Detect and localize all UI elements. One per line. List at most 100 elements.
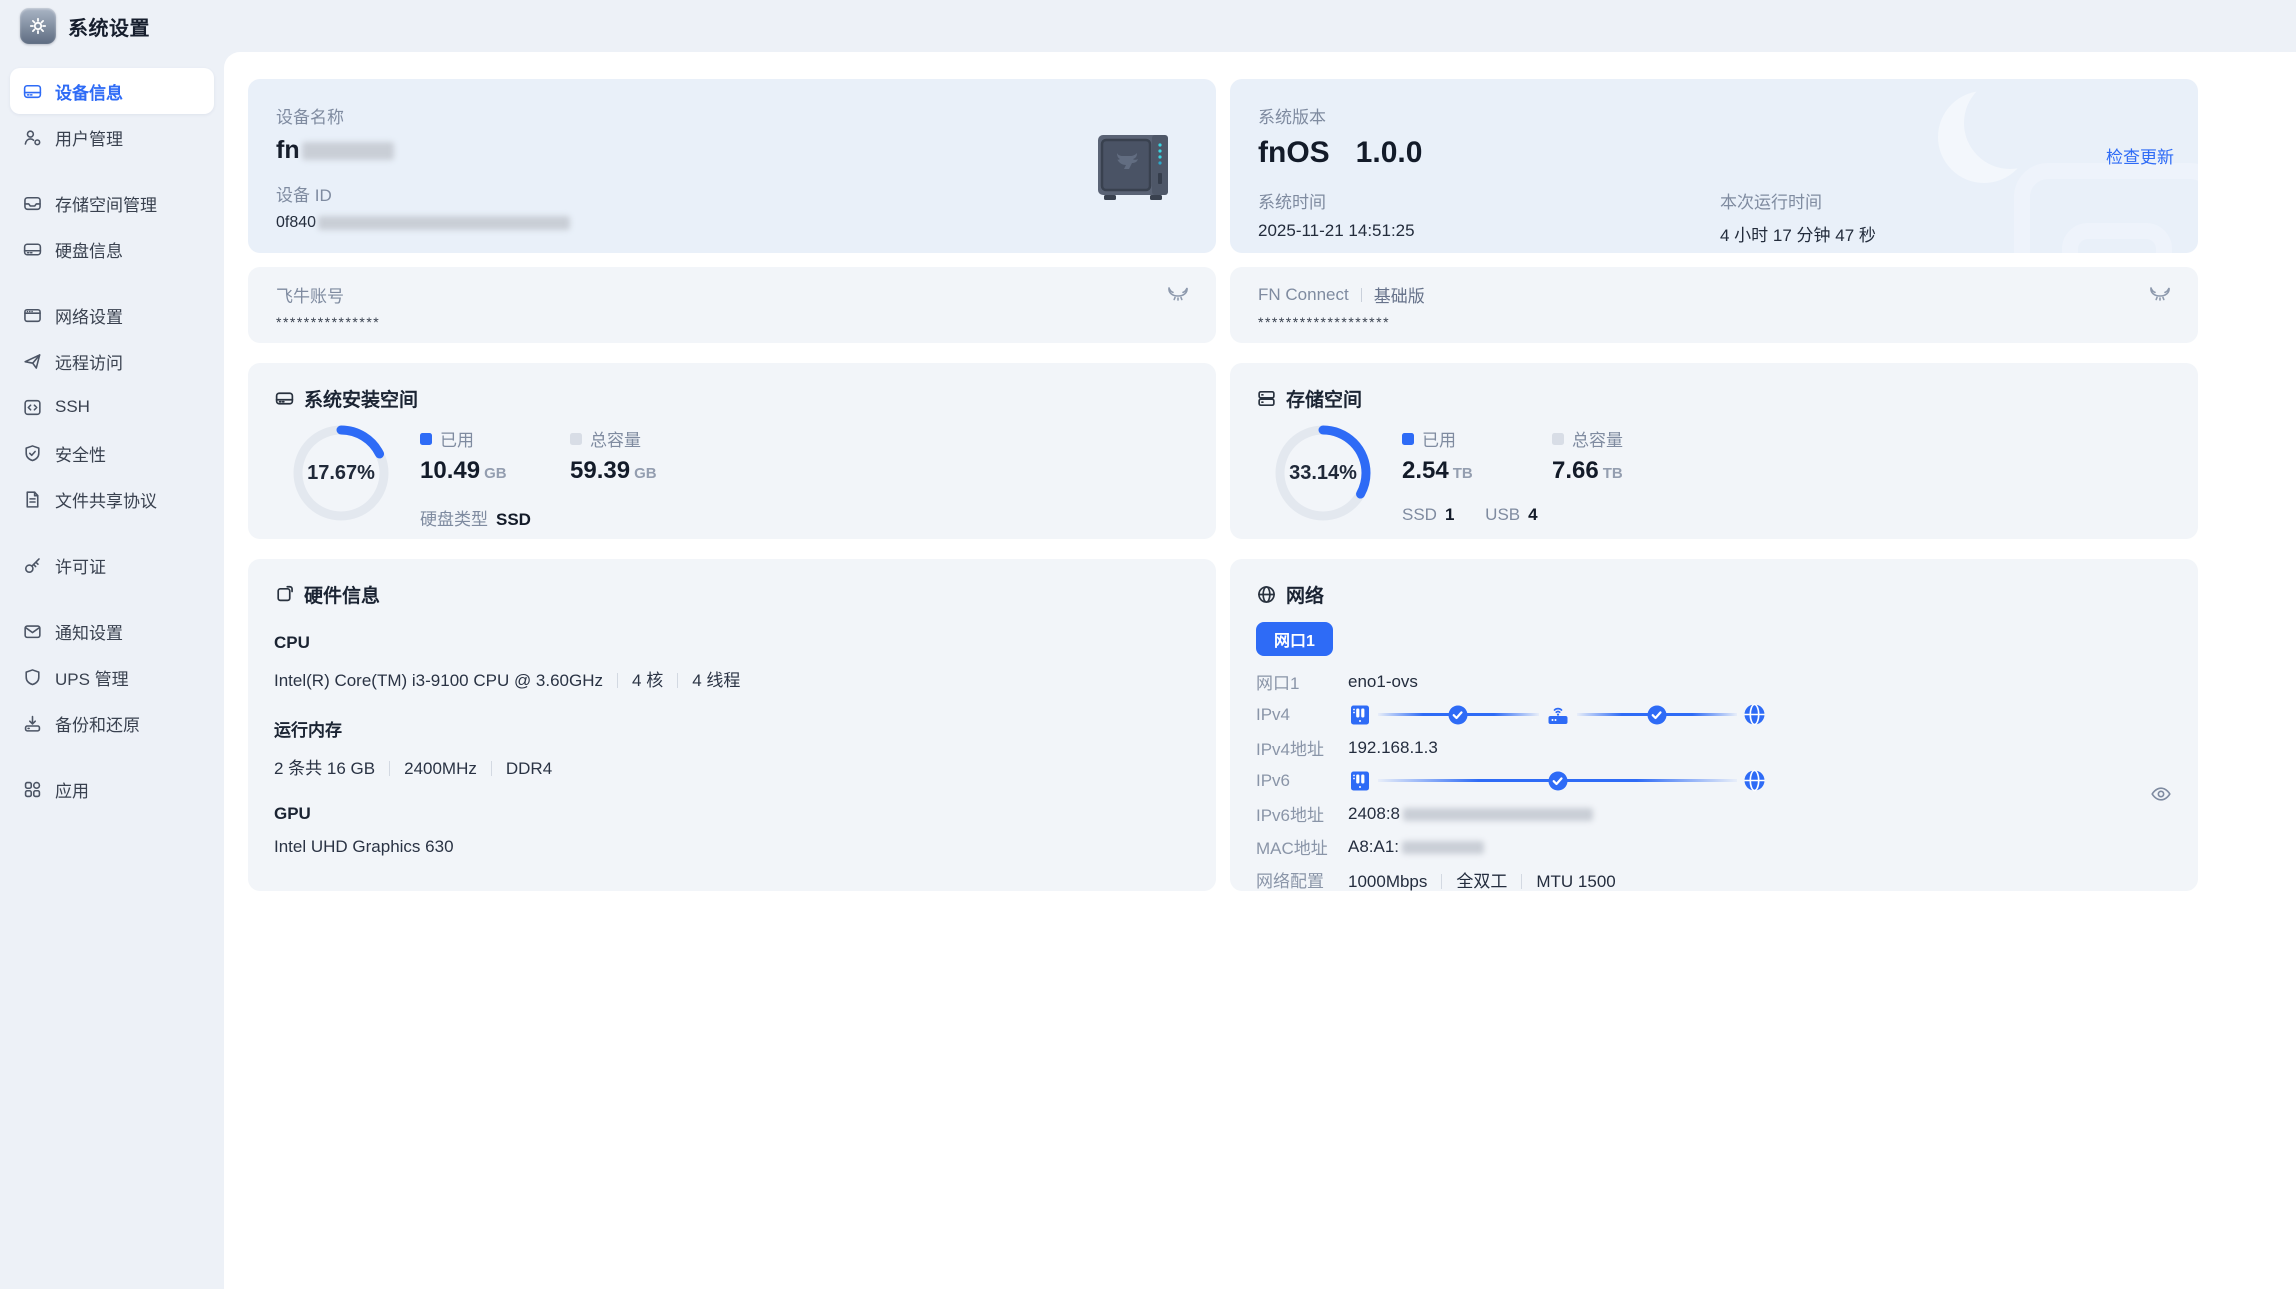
ram-value: 2 条共 16 GB 2400MHz DDR4 — [274, 759, 553, 778]
system-space-card: 系统安装空间 17.67% 已用 10.49 GB — [248, 363, 1216, 539]
link-segment — [1576, 705, 1737, 724]
fn-connect-tier: 基础版 — [1373, 287, 1425, 306]
storage-space-percent: 33.14% — [1289, 461, 1357, 484]
user-gear-icon — [24, 129, 41, 145]
sidebar-item-device-info[interactable]: 设备信息 — [10, 68, 214, 114]
nas-node-icon — [1351, 705, 1369, 724]
network-title: 网络 — [1286, 586, 1325, 607]
system-space-percent: 17.67% — [307, 461, 375, 484]
hard-drive-icon — [23, 242, 42, 256]
mac-address-value: A8:A1: — [1348, 837, 1485, 857]
network-window-icon — [24, 308, 41, 322]
sidebar-item-apps[interactable]: 应用 — [10, 766, 214, 812]
fn-account-card: 飞牛账号 *************** — [248, 267, 1216, 343]
code-box-icon — [24, 399, 41, 415]
sidebar-item-label: 设备信息 — [55, 83, 123, 103]
storage-space-card: 存储空间 33.14% 已用 2.54 TB — [1230, 363, 2198, 539]
bull-horns-icon — [2150, 287, 2170, 301]
total-label: 总容量 — [1572, 431, 1623, 450]
corner-decoration — [2014, 163, 2198, 253]
uptime-value: 4 小时 17 分钟 47 秒 — [1720, 226, 1876, 245]
sidebar-item-label: 许可证 — [55, 557, 106, 577]
gpu-value: Intel UHD Graphics 630 — [274, 837, 454, 856]
link-segment — [1378, 705, 1539, 724]
ipv4-label: IPv4 — [1256, 704, 1291, 724]
sidebar-item-user-management[interactable]: 用户管理 — [10, 114, 214, 160]
fn-account-masked-value: *************** — [276, 314, 381, 330]
device-name-label: 设备名称 — [276, 108, 344, 127]
sidebar-item-network-settings[interactable]: 网络设置 — [10, 292, 214, 338]
sidebar-item-license[interactable]: 许可证 — [10, 542, 214, 588]
sidebar-item-notifications[interactable]: 通知设置 — [10, 608, 214, 654]
sidebar-item-label: 远程访问 — [55, 353, 123, 373]
port-label: 网口1 — [1256, 674, 1300, 693]
sidebar-item-label: 安全性 — [55, 445, 106, 465]
network-config-label: 网络配置 — [1256, 872, 1324, 891]
nas-icon — [23, 84, 42, 98]
sidebar: 设备信息 用户管理 存储空间管理 硬盘信息 网络设置 远程访问 SSH 安全性 … — [0, 52, 224, 1289]
sidebar-item-label: 硬盘信息 — [55, 241, 123, 261]
device-id-label: 设备 ID — [276, 186, 332, 205]
device-id-value: 0f840 — [276, 214, 1188, 232]
sidebar-item-label: 文件共享协议 — [55, 491, 157, 511]
storage-inbox-icon — [24, 196, 41, 210]
ipv6-connection-diagram — [1348, 769, 1766, 793]
sidebar-item-file-sharing[interactable]: 文件共享协议 — [10, 476, 214, 522]
used-legend-swatch — [1402, 432, 1414, 445]
paper-plane-icon — [24, 353, 41, 369]
nas-node-icon — [1351, 771, 1369, 790]
ipv6-label: IPv6 — [1256, 770, 1291, 790]
storage-space-donut: 33.14% — [1272, 422, 1374, 524]
sidebar-item-storage-management[interactable]: 存储空间管理 — [10, 180, 214, 226]
corner-decoration — [2062, 223, 2172, 253]
sidebar-item-label: 存储空间管理 — [55, 195, 157, 215]
disk-type-value: SSD — [496, 510, 531, 529]
globe-icon — [1258, 586, 1275, 603]
disk-type-label: 硬盘类型 — [420, 510, 488, 529]
check-circle-icon — [1448, 705, 1468, 724]
used-label: 已用 — [440, 431, 474, 450]
sidebar-item-security[interactable]: 安全性 — [10, 430, 214, 476]
page-title: 系统设置 — [68, 17, 150, 40]
check-circle-icon — [1548, 771, 1567, 790]
internet-globe-icon — [1744, 703, 1765, 726]
ssd-count-value: 1 — [1444, 505, 1455, 524]
sidebar-item-label: 应用 — [55, 781, 89, 801]
ipv6-address-label: IPv6地址 — [1256, 806, 1325, 825]
total-legend-swatch — [570, 432, 582, 445]
system-space-title: 系统安装空间 — [304, 390, 419, 411]
sidebar-item-label: 用户管理 — [55, 129, 123, 149]
link-segment — [1378, 771, 1737, 790]
ipv4-address-value: 192.168.1.3 — [1348, 737, 1438, 757]
toggle-ipv6-visibility-button[interactable] — [2150, 783, 2172, 810]
total-label: 总容量 — [590, 431, 641, 450]
usb-count-value: 4 — [1528, 505, 1538, 524]
sidebar-item-remote-access[interactable]: 远程访问 — [10, 338, 214, 384]
main-panel: 设备名称 fn 设备 ID 0f840 — [224, 52, 2296, 1289]
check-circle-icon — [1647, 705, 1667, 724]
system-time-label: 系统时间 — [1258, 193, 1326, 212]
redacted-device-name — [301, 142, 394, 161]
key-icon — [24, 557, 40, 573]
system-time-value: 2025-11-21 14:51:25 — [1258, 221, 1415, 240]
sidebar-item-ssh[interactable]: SSH — [10, 384, 214, 430]
total-value: 59.39 GB — [570, 457, 657, 484]
shield-check-icon — [25, 444, 40, 461]
check-update-link[interactable]: 检查更新 — [2106, 148, 2174, 167]
total-legend-swatch — [1552, 432, 1564, 445]
sidebar-item-disk-info[interactable]: 硬盘信息 — [10, 226, 214, 272]
port1-tab-button[interactable]: 网口1 — [1256, 622, 1333, 656]
sidebar-item-label: 通知设置 — [55, 623, 123, 643]
uptime-label: 本次运行时间 — [1720, 193, 1822, 212]
used-value: 2.54 TB — [1402, 457, 1473, 484]
mail-icon — [24, 624, 41, 638]
storage-space-title: 存储空间 — [1286, 390, 1363, 411]
eye-icon — [2151, 787, 2171, 801]
gear-icon — [29, 17, 47, 35]
fn-connect-card: FN Connect 基础版 ******************* — [1230, 267, 2198, 343]
sidebar-item-ups[interactable]: UPS 管理 — [10, 654, 214, 700]
system-version-label: 系统版本 — [1258, 108, 1326, 127]
server-stack-icon — [1258, 390, 1275, 407]
sidebar-item-backup[interactable]: 备份和还原 — [10, 700, 214, 746]
document-icon — [26, 490, 39, 508]
